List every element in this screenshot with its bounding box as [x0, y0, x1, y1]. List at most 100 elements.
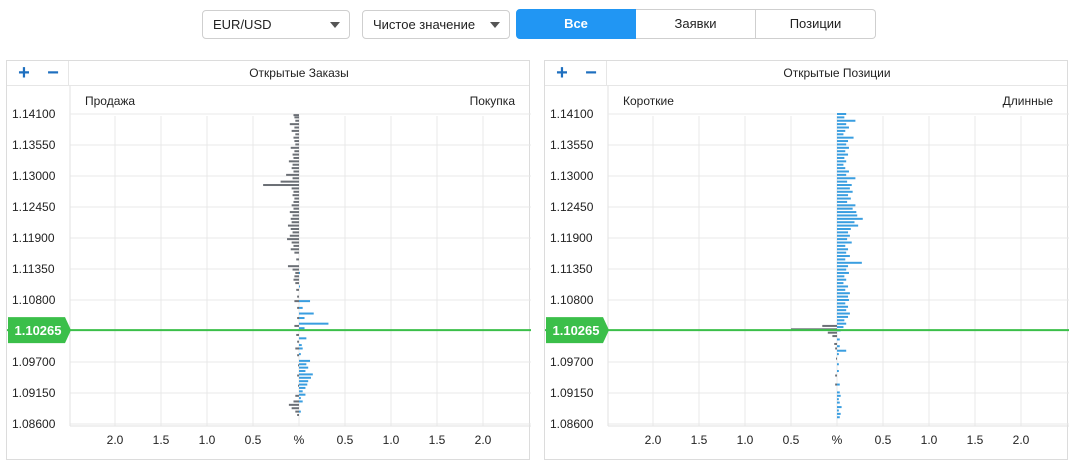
bar-right	[837, 322, 847, 325]
bar-right	[837, 116, 845, 119]
y-tick-label: 1.09700	[550, 355, 594, 369]
bar-right	[837, 255, 850, 258]
bar-right	[837, 123, 847, 126]
tab-all[interactable]: Все	[516, 9, 636, 39]
x-tick-label: 1.0	[921, 433, 938, 447]
bar-right	[837, 129, 846, 132]
bar-right	[299, 370, 306, 373]
bar-left	[297, 317, 299, 320]
y-tick-label: 1.13550	[12, 138, 56, 152]
y-tick-label: 1.14100	[12, 107, 56, 121]
bar-left	[287, 238, 299, 241]
bar-right	[837, 338, 840, 341]
x-tick-label: 1.5	[429, 433, 446, 447]
chevron-down-icon	[490, 22, 500, 28]
bar-left	[280, 180, 299, 183]
bar-right	[837, 349, 847, 352]
current-price-label: 1.10265	[553, 323, 600, 338]
zoom-in-button[interactable]: +	[556, 62, 568, 84]
bar-right	[837, 156, 845, 159]
bar-right	[837, 234, 850, 237]
bar-right	[837, 113, 847, 115]
y-tick-label: 1.08600	[12, 417, 56, 431]
y-tick-label: 1.08600	[550, 417, 594, 431]
y-tick-label: 1.12450	[12, 200, 56, 214]
panel-title: Открытые Заказы	[249, 66, 349, 80]
short-label: Короткие	[623, 94, 674, 108]
tab-orders[interactable]: Заявки	[636, 9, 756, 39]
bar-right	[837, 190, 853, 193]
bar-left	[298, 364, 299, 367]
bar-right	[837, 177, 856, 180]
bar-right	[299, 376, 311, 379]
open-orders-header: + − Открытые Заказы	[7, 61, 529, 86]
bar-left	[295, 282, 299, 285]
bar-right	[837, 394, 841, 397]
bar-left	[294, 251, 299, 254]
zoom-controls: + −	[7, 61, 69, 86]
bar-right	[837, 363, 839, 366]
bar-left	[294, 197, 299, 200]
bar-right	[299, 353, 301, 356]
bar-right	[837, 167, 846, 170]
y-tick-label: 1.11350	[12, 262, 55, 276]
bar-right	[837, 187, 850, 190]
current-price-marker	[546, 317, 609, 344]
bar-right	[837, 150, 846, 153]
bar-left	[290, 227, 299, 230]
bar-right	[837, 248, 849, 251]
tab-positions[interactable]: Позиции	[756, 9, 876, 39]
y-tick-label: 1.13000	[12, 169, 56, 183]
bar-left	[289, 211, 299, 214]
zoom-in-button[interactable]: +	[18, 62, 30, 84]
bar-right	[837, 194, 849, 197]
x-tick-label: 1.0	[383, 433, 400, 447]
bar-right	[837, 241, 852, 244]
bar-right	[837, 285, 849, 288]
bar-right	[837, 312, 850, 315]
bar-left	[290, 146, 299, 149]
bar-right	[837, 173, 847, 176]
bar-right	[837, 292, 850, 295]
bar-left	[293, 207, 299, 210]
bar-left	[296, 258, 299, 261]
symbol-select[interactable]: EUR/USD	[202, 10, 350, 39]
zoom-out-button[interactable]: −	[585, 62, 597, 84]
bar-left	[297, 413, 299, 416]
x-tick-label: 2.0	[475, 433, 492, 447]
bar-right	[299, 344, 302, 347]
bar-left	[295, 143, 299, 146]
bar-right	[837, 353, 839, 356]
bar-left	[291, 129, 299, 132]
bar-left	[292, 153, 299, 156]
bar-right	[837, 383, 840, 386]
bar-right	[837, 184, 852, 187]
bar-right	[837, 278, 847, 281]
bar-left	[834, 342, 837, 345]
bar-right	[837, 119, 856, 122]
bar-right	[299, 317, 305, 320]
bar-right	[837, 126, 849, 129]
bar-left	[298, 384, 299, 387]
bar-left	[293, 244, 299, 247]
mode-select[interactable]: Чистое значение	[362, 10, 510, 39]
y-tick-label: 1.13000	[550, 169, 594, 183]
bar-left	[827, 331, 837, 334]
bar-right	[837, 345, 840, 348]
zoom-out-button[interactable]: −	[47, 62, 59, 84]
y-tick-label: 1.09700	[12, 355, 56, 369]
bar-left	[291, 204, 299, 207]
bar-right	[299, 393, 306, 396]
bar-left	[290, 248, 299, 251]
bar-right	[837, 143, 847, 146]
bar-left	[835, 347, 837, 350]
bar-left	[294, 140, 299, 143]
bar-left	[291, 167, 299, 170]
bar-right	[837, 326, 844, 329]
bar-right	[299, 390, 303, 393]
bar-right	[837, 200, 848, 203]
bar-left	[295, 133, 299, 136]
x-tick-label: 0.5	[337, 433, 354, 447]
x-tick-label: 0.5	[875, 433, 892, 447]
sell-label: Продажа	[85, 94, 136, 108]
